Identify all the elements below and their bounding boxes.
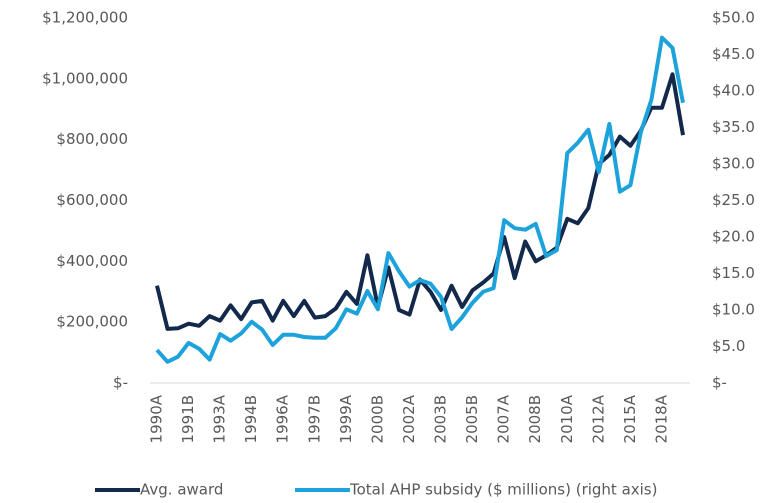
y2-tick-label: $50.0	[712, 9, 755, 27]
x-tick-label: 2007A	[495, 394, 513, 443]
series-line	[155, 35, 685, 364]
y-tick-label: $200,000	[56, 313, 128, 331]
x-tick-label: 1994B	[242, 395, 260, 443]
x-tick-label: 1997B	[305, 395, 323, 443]
y2-tick-label: $35.0	[712, 118, 755, 136]
y2-tick-label: $20.0	[712, 228, 755, 246]
x-tick-label: 2005B	[463, 395, 481, 443]
x-tick-label: 2000B	[368, 395, 386, 443]
y2-tick-label: $5.0	[712, 337, 745, 355]
x-tick-label: 2012A	[589, 394, 607, 443]
y-tick-label: $400,000	[56, 252, 128, 270]
x-tick-label: 2003B	[432, 395, 450, 443]
y-tick-label: $1,000,000	[42, 69, 128, 87]
y2-tick-label: $25.0	[712, 191, 755, 209]
y-tick-label: $1,200,000	[42, 9, 128, 27]
y2-tick-label: $40.0	[712, 82, 755, 100]
legend-label: Avg. award	[140, 481, 223, 499]
y2-tick-label: $-	[712, 374, 727, 392]
series-line	[155, 72, 685, 331]
y2-tick-label: $15.0	[712, 264, 755, 282]
y2-tick-label: $45.0	[712, 45, 755, 63]
x-tick-label: 2008B	[526, 395, 544, 443]
x-tick-label: 2018A	[652, 394, 670, 443]
x-tick-label: 1991B	[179, 395, 197, 443]
x-tick-label: 1999A	[337, 394, 355, 443]
y-tick-label: $-	[113, 374, 128, 392]
x-tick-label: 1993A	[211, 394, 229, 443]
y2-tick-label: $10.0	[712, 301, 755, 319]
x-tick-label: 2010A	[558, 394, 576, 443]
x-tick-label: 1996A	[274, 394, 292, 443]
legend-label: Total AHP subsidy ($ millions) (right ax…	[349, 481, 657, 499]
x-tick-label: 1990A	[148, 394, 166, 443]
y-tick-label: $800,000	[56, 130, 128, 148]
x-tick-label: 2015A	[621, 394, 639, 443]
x-tick-label: 2002A	[400, 394, 418, 443]
y-tick-label: $600,000	[56, 191, 128, 209]
y2-tick-label: $30.0	[712, 155, 755, 173]
